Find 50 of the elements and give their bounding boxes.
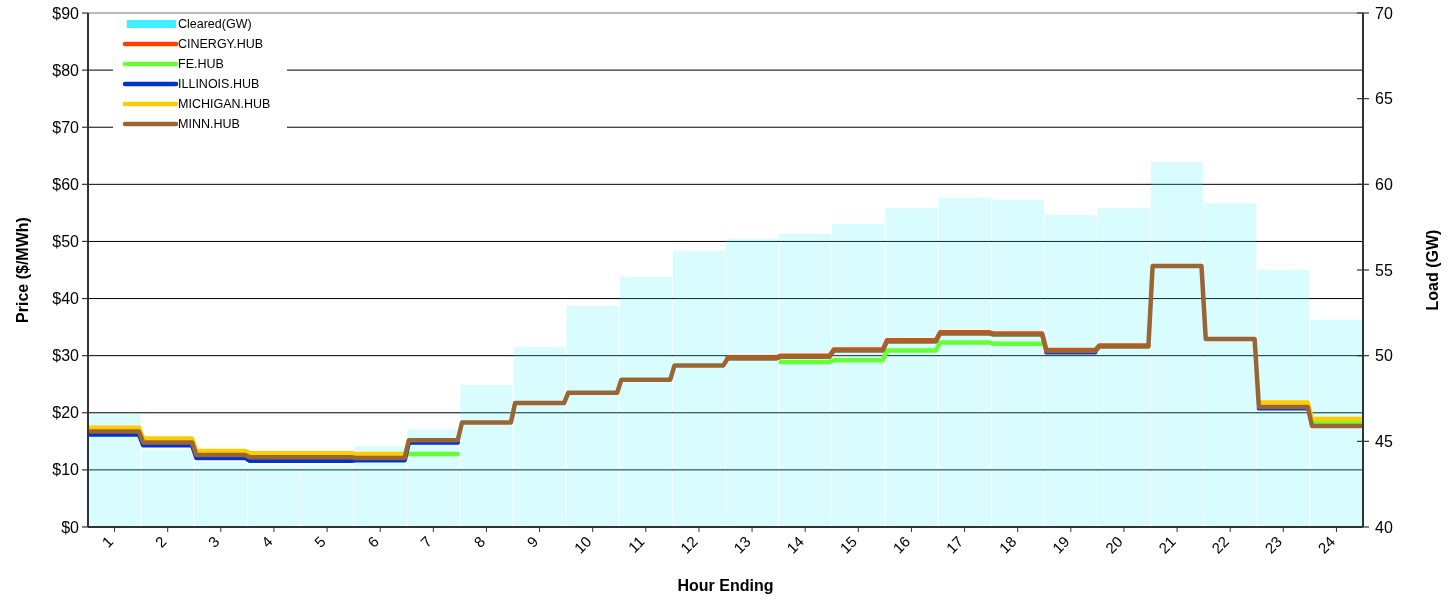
legend-label: CINERGY.HUB (178, 37, 264, 52)
x-tick-label: 22 (1208, 532, 1233, 557)
x-tick-label: 15 (836, 532, 861, 557)
x-tick-label: 9 (523, 532, 542, 551)
legend-label: ILLINOIS.HUB (178, 77, 260, 92)
x-tick-label: 7 (417, 532, 436, 551)
x-tick-label: 19 (1048, 532, 1073, 557)
legend-label: MICHIGAN.HUB (178, 97, 271, 112)
x-tick-label: 11 (624, 532, 648, 556)
y-tick-label: $40 (52, 290, 80, 308)
x-tick-label: 6 (364, 532, 383, 551)
y2-tick-label: 40 (1375, 518, 1393, 536)
x-tick-label: 18 (995, 532, 1020, 557)
x-tick-label: 17 (942, 532, 967, 557)
x-tick-label: 8 (470, 532, 489, 551)
x-tick-label: 5 (310, 532, 329, 551)
y2-tick-label: 70 (1375, 4, 1393, 22)
x-tick-label: 13 (730, 532, 754, 557)
x-tick-label: 16 (889, 532, 914, 557)
y-tick-label: $20 (52, 404, 80, 422)
legend-label: Cleared(GW) (178, 17, 252, 32)
legend-label: FE.HUB (178, 57, 224, 72)
x-tick-label: 2 (151, 532, 170, 551)
x-tick-label: 12 (676, 532, 701, 557)
x-axis-title: Hour Ending (677, 577, 774, 594)
x-tick-label: 14 (783, 532, 808, 557)
x-tick-label: 21 (1155, 532, 1179, 557)
y2-axis-title: Load (GW) (1423, 229, 1441, 311)
y-axis-title: Price ($/MWh) (13, 217, 31, 323)
x-tick-label: 20 (1101, 532, 1126, 557)
y2-tick-label: 50 (1375, 347, 1393, 365)
y-tick-label: $30 (52, 347, 80, 365)
y2-tick-label: 60 (1375, 175, 1393, 193)
y-tick-label: $80 (52, 61, 80, 79)
y-tick-label: $60 (52, 175, 80, 193)
y2-tick-label: 55 (1375, 261, 1393, 279)
x-tick-label: 24 (1314, 532, 1339, 557)
y-tick-label: $0 (61, 518, 80, 536)
y-tick-label: $50 (52, 233, 80, 251)
legend-label: MINN.HUB (178, 117, 240, 132)
x-tick-label: 10 (570, 532, 595, 557)
x-tick-label: 23 (1261, 532, 1286, 557)
y2-tick-label: 65 (1375, 90, 1393, 108)
y2-tick-label: 45 (1375, 432, 1393, 450)
y-tick-label: $90 (52, 4, 80, 22)
x-tick-label: 1 (98, 532, 117, 551)
y-tick-label: $10 (52, 461, 80, 479)
y-tick-label: $70 (52, 118, 80, 136)
x-tick-label: 3 (204, 532, 223, 551)
x-tick-label: 4 (257, 532, 276, 551)
